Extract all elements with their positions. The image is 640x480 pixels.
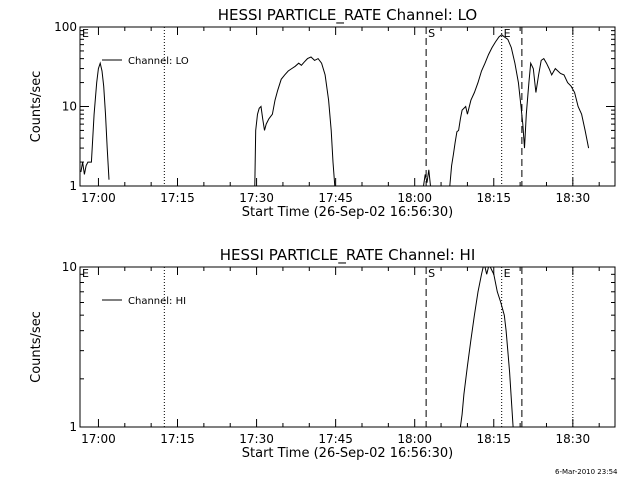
panel-1-y-tick-label: 10: [62, 100, 77, 114]
panel-1-series-line-2: [254, 56, 336, 187]
panel-2-x-tick-label: 18:00: [397, 432, 432, 446]
panel-1-legend-label: Channel: LO: [128, 56, 189, 67]
panel-2-title: HESSI PARTICLE_RATE Channel: HI: [220, 246, 476, 265]
panel-1-x-tick-label: 18:15: [476, 191, 511, 205]
panel-1-marker-label: S: [428, 27, 435, 40]
panel-2-y-tick-label: 1: [69, 420, 77, 434]
panel-2-axes-frame: [79, 266, 616, 428]
panel-1-x-tick-label: 17:15: [160, 191, 195, 205]
panel-1-y-axis-label: Counts/sec: [29, 71, 44, 143]
footer-timestamp: 6-Mar-2010 23:54: [555, 468, 618, 476]
panel-1-x-axis-label: Start Time (26-Sep-02 16:56:30): [242, 205, 453, 220]
panel-1-axes-frame: [79, 26, 616, 187]
panel-2-y-axis-label: Counts/sec: [29, 311, 44, 383]
panel-2-x-tick-label: 18:15: [476, 432, 511, 446]
panel-2-legend-label: Channel: HI: [128, 296, 186, 307]
panel-1-x-tick-label: 17:30: [239, 191, 274, 205]
panel-2-x-axis-label: Start Time (26-Sep-02 16:56:30): [242, 446, 453, 461]
panel-1-x-tick-label: 17:00: [81, 191, 116, 205]
panel-1-series-line-1: [80, 61, 110, 180]
panel-1-series-line-4: [449, 34, 590, 187]
panel-2-marker-label: S: [428, 267, 435, 280]
panel-1-x-tick-label: 18:30: [556, 191, 591, 205]
panel-2-y-tick-label: 10: [62, 260, 77, 274]
panel-2-x-tick-label: 17:00: [81, 432, 116, 446]
panel-1-marker-label: E: [82, 27, 89, 40]
panel-1-y-tick-label: 100: [54, 20, 77, 34]
panel-2-marker-label: E: [504, 267, 511, 280]
panel-1-series-line-3: [423, 169, 431, 187]
panel-1-title: HESSI PARTICLE_RATE Channel: LO: [218, 6, 477, 25]
panel-1-marker-label: E: [504, 27, 511, 40]
panel-2-x-tick-label: 18:30: [556, 432, 591, 446]
panel-1-x-tick-label: 17:45: [318, 191, 353, 205]
panel-1-y-tick-label: 1: [69, 179, 77, 193]
panel-2-x-tick-label: 17:15: [160, 432, 195, 446]
panel-2-x-tick-label: 17:30: [239, 432, 274, 446]
panel-2-series-line-1: [459, 266, 514, 428]
panel-1-x-tick-label: 18:00: [397, 191, 432, 205]
panel-2-x-tick-label: 17:45: [318, 432, 353, 446]
panel-2-marker-label: E: [82, 267, 89, 280]
